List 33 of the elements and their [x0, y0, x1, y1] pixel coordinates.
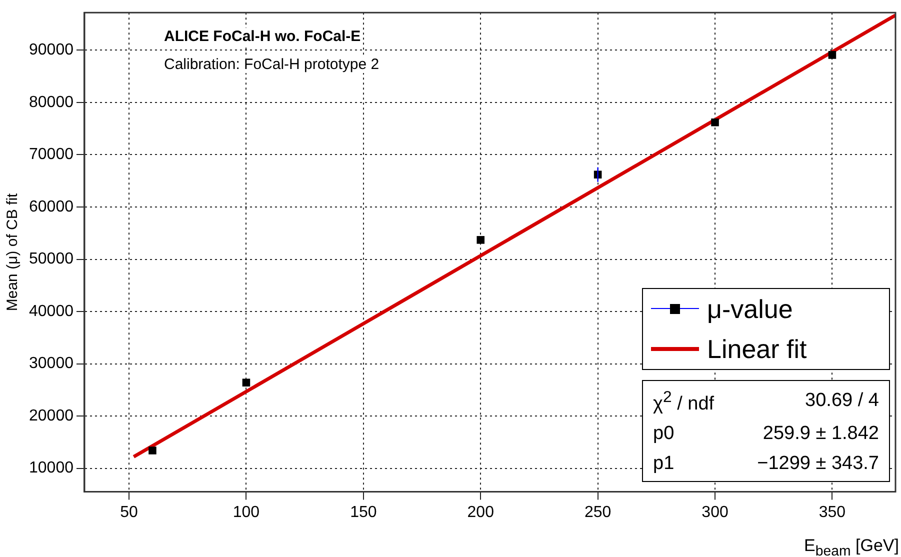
x-tick-label: 200	[467, 504, 494, 521]
annotation: χ$^{2}$ / ndf	[653, 388, 716, 416]
y-tick-label: 60000	[28, 198, 74, 216]
x-tick-label: 150	[350, 504, 377, 521]
y-tick-label: 10000	[28, 460, 74, 477]
y-tick-label: 20000	[28, 407, 74, 424]
point	[476, 236, 485, 244]
y-tick-label: 50000	[28, 250, 74, 268]
annotation: 30.69 / 4	[804, 389, 879, 414]
x-tick-label: 100	[232, 504, 260, 521]
legend-label: μ-value	[707, 294, 793, 324]
y-tick-label: 30000	[28, 355, 74, 372]
x-tick-label: 300	[702, 504, 728, 521]
x-tick-label: 350	[818, 504, 846, 521]
y-tick-label: 40000	[28, 302, 74, 320]
point	[828, 51, 836, 59]
legend-label: Linear fit	[707, 334, 807, 364]
point	[242, 378, 250, 386]
annotation: p1	[653, 452, 676, 476]
y-tick-label: 70000	[28, 146, 74, 164]
annotation: 259.9 ± 1.842	[762, 422, 879, 446]
x-tick-label: 250	[584, 504, 612, 521]
annotation: −1299 ± 343.7	[756, 452, 879, 476]
y-tick-label: 80000	[28, 94, 74, 111]
point	[148, 446, 156, 454]
x-tick-label: 50	[120, 504, 138, 521]
text: ALICE FoCal-H wo. FoCal-E	[162, 28, 363, 45]
x-axis-title: E$_{beam}$ [GeV]	[804, 536, 899, 557]
text: Calibration: FoCal-H prototype 2	[162, 56, 382, 73]
point	[711, 118, 719, 126]
y-tick-label: 90000	[28, 42, 74, 59]
annotation: p0	[653, 422, 676, 446]
y-axis-title: Mean (μ) of CB fit	[4, 192, 22, 312]
